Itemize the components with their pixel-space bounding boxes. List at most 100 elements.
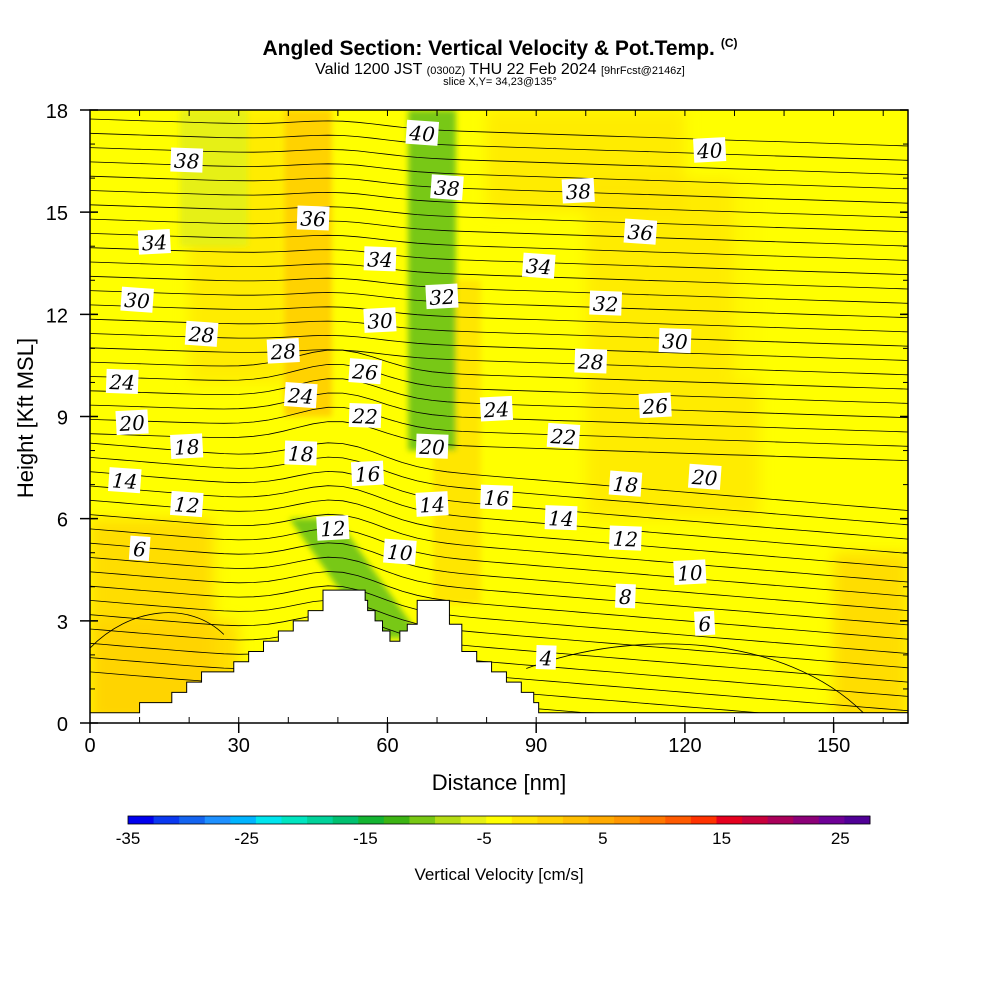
colorbar-tick-label: 15 [712,829,731,848]
contour-label-text: 40 [408,121,436,147]
isentrope-line [90,290,908,318]
isentrope-line [90,147,908,175]
y-tick-label: 15 [46,203,68,225]
contour-label-text: 24 [108,370,135,395]
contour-label: 34 [363,246,397,272]
contour-label: 14 [544,505,578,531]
colorbar-swatch [767,816,794,824]
contour-label: 28 [574,348,608,375]
contour-label-text: 32 [592,292,618,317]
contour-label-text: 14 [419,492,446,517]
contour-label: 34 [521,252,556,280]
isentrope-line [90,513,908,583]
contour-label-text: 16 [354,462,381,487]
contour-label: 26 [638,392,672,419]
x-tick-label: 60 [376,735,398,757]
contour-label-box [383,538,417,565]
isentrope-line [90,485,908,554]
isentrope-line [90,275,908,304]
contour-label-box [266,337,300,364]
contour-label-box [170,433,204,460]
contour-label-text: 40 [695,138,723,163]
y-tick-label: 12 [46,305,68,327]
copyright-mark: (C) [720,36,738,50]
contour-label-text: 34 [525,254,552,280]
chart-title: Angled Section: Vertical Velocity & Pot.… [262,36,738,60]
contour-label: 24 [105,368,139,395]
colorbar-swatch [281,816,308,824]
isentrope-line [90,363,908,404]
contour-label-box [316,515,350,541]
colorbar-swatch [639,816,666,824]
contour-label: 20 [115,409,149,436]
contour-label-text: 38 [565,179,592,204]
colorbar-swatch [742,816,769,824]
contour-label: 18 [284,440,318,466]
contour-label-text: 22 [549,424,577,450]
contour-label-box [348,402,382,429]
contour-label-box [170,147,204,173]
contour-label-box [107,467,142,494]
x-axis-title: Distance [nm] [432,770,567,795]
contour-label-box [687,463,722,490]
contour-label: 28 [184,320,219,348]
contour-label-text: 24 [482,397,510,422]
contour-label-text: 32 [429,285,456,310]
field-patch [833,552,908,723]
contour-label-box [137,228,171,255]
isentrope-line [90,542,908,611]
contour-label-box [546,422,581,449]
isentrope-line [90,528,908,597]
colorbar-tick-label: -35 [116,829,141,848]
contour-label: 22 [546,422,581,450]
contour-label-text: 28 [269,339,297,364]
contour-label-box [363,246,397,272]
isentrope-line [90,118,908,147]
contour-label-text: 6 [698,612,712,637]
colorbar: -35 -25 -15 -5 5 15 25 [116,815,871,848]
colorbar-swatch [179,816,206,824]
isentrope-line [90,161,908,190]
isentrope-line [90,247,908,276]
contour-label: 6 [128,535,151,562]
isentrope-line [90,333,908,361]
contour-label-box [405,119,440,146]
contour-label-text: 30 [367,308,394,333]
isentrope-line [90,585,908,654]
isentrope-line [90,304,908,333]
isentrope-line [90,218,908,247]
contour-label-box [115,409,149,436]
contour-label-box [169,490,204,518]
y-tick-label: 0 [57,714,68,736]
contour-label: 32 [425,283,459,310]
contour-label-box [574,348,608,374]
contour-label-box [693,137,727,163]
y-tick-label: 18 [46,101,68,123]
contour-label-box [694,610,716,636]
isentrope-line [90,190,908,218]
contour-label-text: 34 [367,247,393,272]
contour-label-box [589,290,623,316]
colorbar-swatch [383,816,410,824]
colorbar-swatch [153,816,180,824]
isentrope-line [90,556,908,626]
contour-label-text: 28 [187,322,215,348]
colorbar-swatch [614,816,641,824]
plume-band [179,110,249,247]
contour-label: 20 [687,463,722,491]
y-tick-label: 6 [57,510,68,532]
x-tick-label: 120 [668,735,701,757]
contour-label-text: 28 [577,350,604,375]
isentrope-line [90,132,908,161]
contour-label-box [348,358,382,385]
contour-label-box [105,368,139,394]
contour-label-text: 20 [118,411,146,436]
isentrope-line [90,612,225,649]
plume-band [408,110,456,451]
contour-label: 36 [296,205,330,231]
isentrope-line [90,499,908,569]
contour-label-text: 18 [173,435,200,460]
contour-label-box [609,525,642,551]
slice-info: slice X,Y= 34,23@135° [443,76,557,88]
colorbar-swatch [204,816,231,824]
